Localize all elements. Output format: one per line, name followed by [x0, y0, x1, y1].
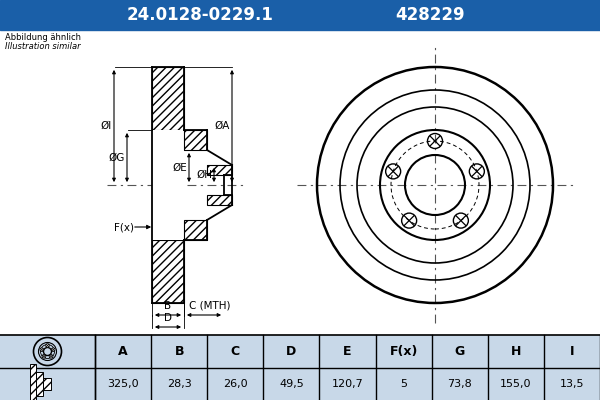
Text: 28,3: 28,3: [167, 379, 191, 389]
Polygon shape: [207, 165, 232, 175]
Polygon shape: [43, 378, 50, 390]
Text: 26,0: 26,0: [223, 379, 248, 389]
Circle shape: [46, 344, 49, 347]
Text: E: E: [343, 345, 352, 358]
Bar: [152, 130, 184, 240]
Text: 5: 5: [400, 379, 407, 389]
Text: C (MTH): C (MTH): [189, 301, 230, 311]
Text: 13,5: 13,5: [560, 379, 584, 389]
Circle shape: [52, 348, 55, 352]
Text: 49,5: 49,5: [279, 379, 304, 389]
Text: B: B: [164, 301, 172, 311]
Text: 428229: 428229: [395, 6, 465, 24]
Text: ØA: ØA: [215, 121, 230, 131]
Text: C: C: [231, 345, 240, 358]
Text: F(x): F(x): [114, 222, 134, 232]
Bar: [0, 30, 600, 335]
Polygon shape: [152, 67, 184, 130]
Polygon shape: [35, 372, 43, 396]
Text: D: D: [164, 313, 172, 323]
Text: Abbildung ähnlich: Abbildung ähnlich: [5, 33, 81, 42]
Polygon shape: [184, 130, 207, 150]
Polygon shape: [184, 220, 207, 240]
Text: Illustration similar: Illustration similar: [5, 42, 80, 51]
Polygon shape: [152, 240, 184, 303]
Text: 155,0: 155,0: [500, 379, 532, 389]
Text: 120,7: 120,7: [332, 379, 364, 389]
Text: 73,8: 73,8: [448, 379, 472, 389]
Text: G: G: [455, 345, 465, 358]
Text: I: I: [569, 345, 574, 358]
Circle shape: [40, 348, 44, 352]
Text: H: H: [511, 345, 521, 358]
Text: D: D: [286, 345, 296, 358]
Text: 24.0128-0229.1: 24.0128-0229.1: [127, 6, 274, 24]
Text: A: A: [118, 345, 128, 358]
Circle shape: [42, 354, 46, 358]
Bar: [0, 335, 600, 400]
Text: ØH: ØH: [196, 170, 212, 180]
Text: ØI: ØI: [101, 121, 112, 131]
Text: F(x): F(x): [389, 345, 418, 358]
Circle shape: [49, 354, 53, 358]
Text: ØE: ØE: [172, 162, 187, 172]
Text: ØG: ØG: [109, 152, 125, 162]
Bar: [0, 0, 600, 30]
Polygon shape: [207, 195, 232, 205]
Text: 325,0: 325,0: [107, 379, 139, 389]
Polygon shape: [29, 364, 35, 400]
Text: B: B: [175, 345, 184, 358]
